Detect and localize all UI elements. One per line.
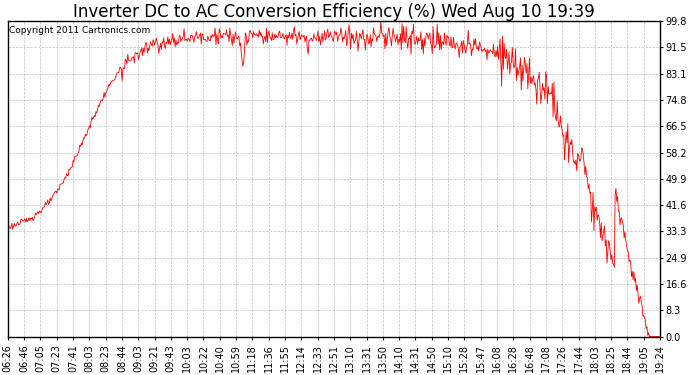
Title: Inverter DC to AC Conversion Efficiency (%) Wed Aug 10 19:39: Inverter DC to AC Conversion Efficiency … [73, 3, 595, 21]
Text: Copyright 2011 Cartronics.com: Copyright 2011 Cartronics.com [9, 26, 150, 34]
